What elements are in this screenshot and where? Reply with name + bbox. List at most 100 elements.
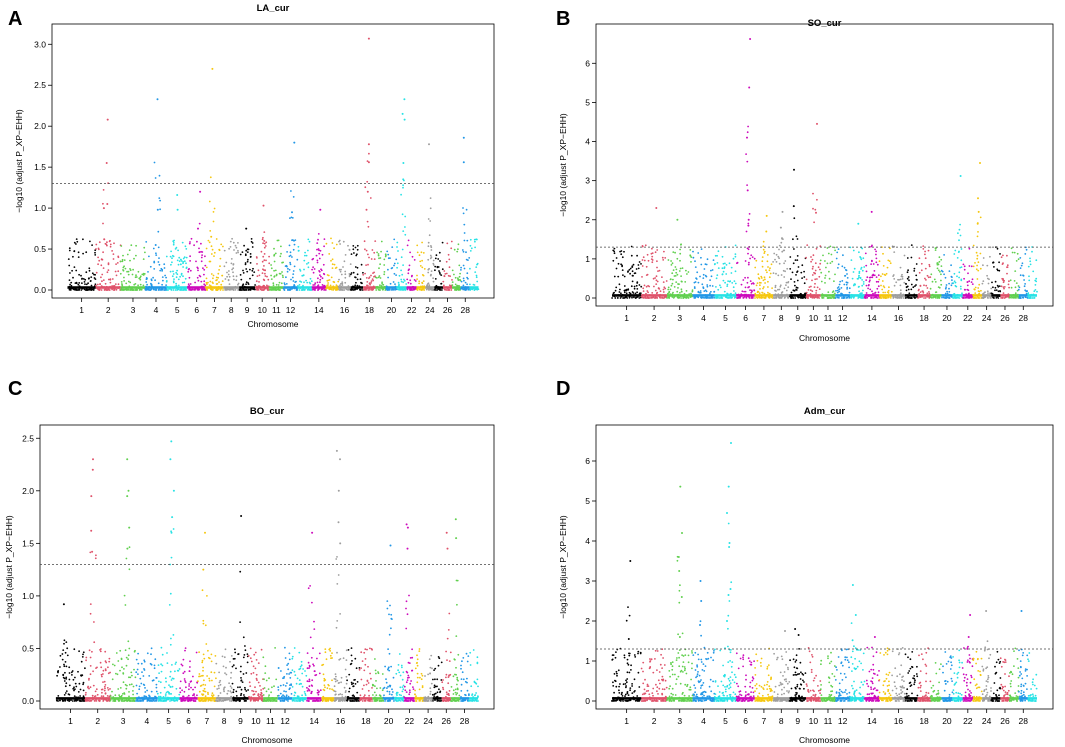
snp-point bbox=[892, 297, 895, 299]
snp-point bbox=[838, 283, 841, 286]
snp-point bbox=[247, 689, 250, 691]
snp-point bbox=[1024, 253, 1027, 255]
snp-point bbox=[425, 288, 428, 291]
snp-point bbox=[197, 287, 200, 289]
snp-point bbox=[68, 672, 71, 674]
snp-point bbox=[680, 288, 683, 291]
snp-point bbox=[819, 245, 822, 248]
baseline-band bbox=[666, 294, 693, 297]
snp-point bbox=[107, 666, 109, 669]
snp-point bbox=[968, 247, 971, 250]
snp-point bbox=[1033, 294, 1035, 297]
snp-point bbox=[617, 262, 620, 265]
snp-point bbox=[671, 293, 674, 296]
snp-point bbox=[75, 699, 77, 701]
snp-point bbox=[294, 674, 297, 676]
snp-point bbox=[625, 289, 628, 292]
snp-point bbox=[143, 684, 146, 686]
snp-point bbox=[240, 694, 242, 697]
peak-point bbox=[959, 175, 962, 177]
snp-point bbox=[251, 269, 254, 272]
snp-point bbox=[134, 676, 137, 679]
snp-point bbox=[400, 280, 403, 283]
snp-point bbox=[265, 690, 268, 693]
snp-point bbox=[928, 291, 930, 293]
snp-point bbox=[175, 271, 178, 274]
snp-point bbox=[92, 289, 95, 291]
snp-point bbox=[189, 260, 192, 262]
snp-point bbox=[879, 295, 881, 298]
snp-point bbox=[620, 250, 623, 252]
baseline-band bbox=[930, 294, 942, 297]
snp-point bbox=[152, 276, 155, 279]
snp-point bbox=[1007, 293, 1010, 296]
peak-point bbox=[781, 210, 784, 213]
snp-point bbox=[908, 292, 911, 295]
snp-point bbox=[323, 238, 326, 241]
snp-point bbox=[249, 288, 252, 291]
snp-point bbox=[925, 284, 928, 287]
snp-point bbox=[292, 699, 295, 702]
snp-point bbox=[944, 287, 947, 290]
snp-point bbox=[753, 289, 755, 291]
peak-point bbox=[156, 98, 159, 101]
snp-point bbox=[91, 272, 94, 275]
snp-point bbox=[287, 267, 289, 270]
snp-point bbox=[354, 683, 357, 685]
snp-point bbox=[177, 669, 180, 672]
snp-point bbox=[680, 280, 683, 283]
baseline-band bbox=[451, 286, 461, 289]
snp-point bbox=[764, 282, 766, 284]
snp-point bbox=[266, 699, 268, 702]
snp-point bbox=[349, 699, 351, 702]
snp-point bbox=[961, 297, 964, 299]
x-tick-label: 14 bbox=[309, 716, 319, 726]
x-axis-label: Chromosome bbox=[247, 319, 298, 329]
snp-point bbox=[153, 664, 156, 667]
snp-point bbox=[965, 294, 967, 297]
snp-point bbox=[66, 699, 69, 702]
snp-point bbox=[90, 287, 93, 290]
snp-point bbox=[162, 696, 165, 698]
snp-point bbox=[168, 684, 170, 686]
snp-point bbox=[301, 672, 304, 675]
snp-point bbox=[704, 294, 707, 296]
snp-point bbox=[950, 284, 953, 287]
chart-title: BO_cur bbox=[250, 406, 285, 417]
snp-point bbox=[188, 685, 191, 687]
snp-point bbox=[183, 260, 186, 263]
snp-point bbox=[228, 275, 231, 278]
snp-point bbox=[262, 255, 265, 258]
snp-point bbox=[450, 289, 453, 291]
snp-point bbox=[319, 274, 321, 276]
snp-point bbox=[109, 243, 112, 246]
snp-point bbox=[264, 700, 267, 702]
snp-point bbox=[352, 271, 355, 274]
snp-point bbox=[638, 284, 641, 286]
snp-point bbox=[793, 281, 796, 283]
snp-point bbox=[140, 682, 143, 685]
snp-point bbox=[465, 208, 468, 211]
snp-point bbox=[344, 698, 347, 700]
snp-point bbox=[294, 692, 297, 694]
snp-point bbox=[754, 266, 757, 269]
snp-point bbox=[861, 269, 864, 272]
snp-point bbox=[169, 675, 172, 678]
snp-point bbox=[360, 651, 363, 654]
snp-point bbox=[370, 280, 373, 282]
snp-point bbox=[341, 282, 344, 285]
snp-point bbox=[329, 688, 331, 690]
snp-point bbox=[117, 660, 120, 662]
snp-point bbox=[277, 686, 280, 688]
snp-point bbox=[325, 287, 327, 290]
snp-point bbox=[398, 283, 400, 286]
snp-point bbox=[166, 662, 169, 664]
snp-point bbox=[123, 265, 125, 268]
snp-point bbox=[1024, 296, 1027, 299]
snp-point bbox=[175, 282, 178, 285]
snp-point bbox=[730, 292, 732, 295]
points-layer bbox=[67, 37, 480, 291]
snp-point bbox=[267, 688, 270, 690]
snp-point bbox=[286, 673, 288, 675]
snp-point bbox=[152, 247, 155, 250]
